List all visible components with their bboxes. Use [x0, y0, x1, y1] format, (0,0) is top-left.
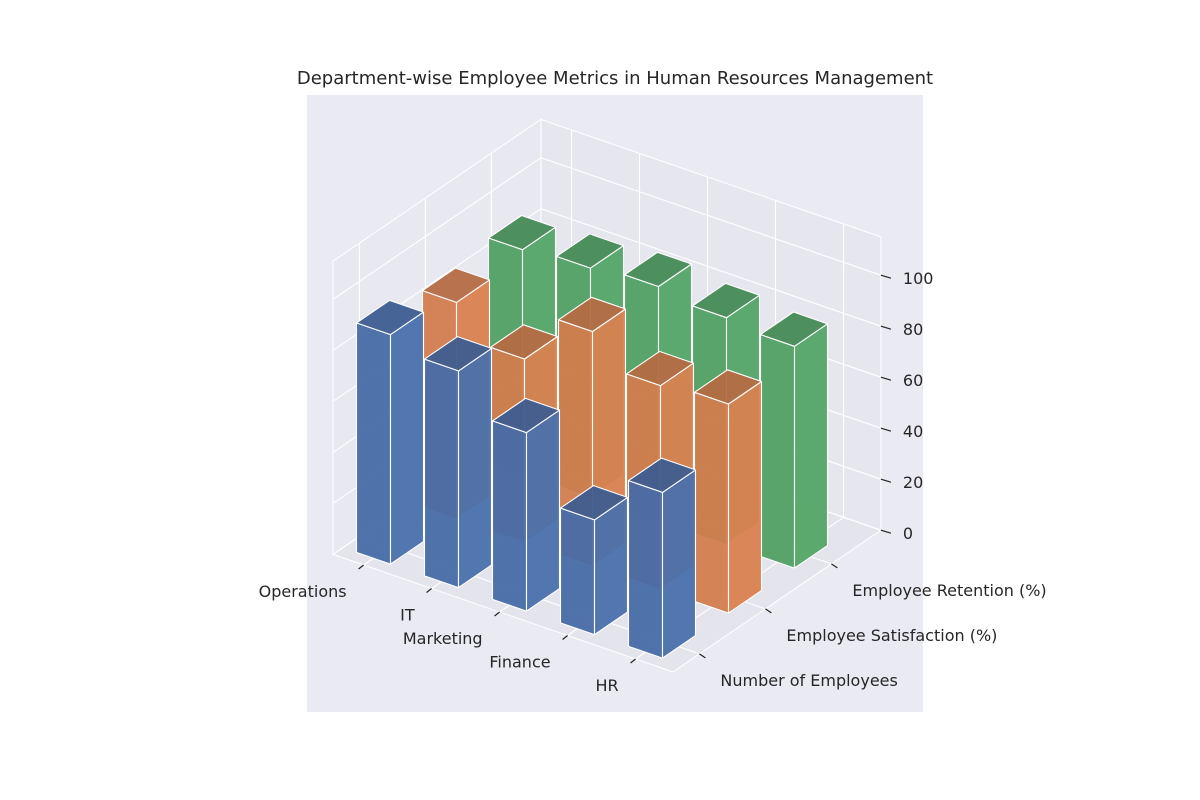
- bar-front-face: [423, 358, 460, 589]
- z-tick: [880, 427, 892, 432]
- bar-front-face: [491, 420, 528, 612]
- bar-front-face: [559, 507, 596, 636]
- bar-hr-2: [693, 369, 763, 614]
- bar-front-face: [627, 480, 664, 659]
- x-tick: [358, 564, 364, 570]
- x-tick-label: Marketing: [403, 629, 483, 648]
- z-tick-label: 60: [903, 371, 923, 390]
- bar-top-face: [625, 350, 695, 387]
- z-tick: [880, 274, 892, 279]
- x-tick-label: IT: [400, 606, 415, 625]
- bar-side-face: [593, 496, 629, 636]
- bar-top-face: [691, 282, 761, 319]
- z-tick: [880, 478, 892, 483]
- x-tick: [426, 588, 432, 593]
- z-tick: [880, 529, 892, 534]
- bar-side-face: [457, 347, 493, 589]
- bar-finance-1: [559, 485, 629, 636]
- bar-side-face: [793, 323, 829, 569]
- bar-top-face: [559, 485, 629, 521]
- z-tick: [880, 325, 892, 330]
- grid-line-x: [635, 224, 845, 660]
- grid-line-z: [332, 208, 882, 351]
- bar-hr-3: [759, 311, 829, 569]
- bar-front-face: [693, 391, 730, 614]
- bar-it-1: [423, 336, 493, 589]
- y-tick-label: Employee Satisfaction (%): [786, 626, 997, 645]
- bar-top-face: [421, 267, 491, 303]
- z-tick-label: 100: [903, 269, 934, 288]
- bars: [355, 214, 829, 659]
- bar-front-face: [355, 322, 392, 565]
- z-tick-label: 20: [903, 473, 923, 492]
- x-tick-label: Finance: [489, 653, 550, 672]
- grid-line-z: [332, 157, 882, 300]
- axis-ticks: Operations IT Marketing Finance HR Number of …: [259, 269, 1047, 695]
- bar-top-face: [489, 324, 559, 360]
- x-tick: [630, 658, 636, 664]
- y-tick-label: Employee Retention (%): [852, 581, 1046, 600]
- bar-top-face: [355, 299, 425, 336]
- bar-top-face: [627, 457, 697, 493]
- bar-side-face: [727, 380, 763, 614]
- y-tick: [831, 563, 838, 569]
- bar-top-face: [557, 296, 627, 333]
- y-tick-label: Number of Employees: [720, 671, 897, 690]
- bar-top-face: [423, 336, 493, 372]
- x-tick-label: HR: [595, 676, 618, 695]
- bar-side-face: [525, 409, 561, 612]
- bar-front-face: [759, 333, 796, 569]
- bar-operations-1: [355, 299, 425, 565]
- z-tick-label: 80: [903, 320, 923, 339]
- bar-top-face: [759, 311, 829, 347]
- y-tick: [765, 608, 772, 614]
- x-tick: [494, 611, 500, 617]
- bar-top-face: [693, 369, 763, 405]
- bar-top-face: [491, 397, 561, 434]
- x-tick: [562, 635, 568, 640]
- bar-side-face: [389, 311, 425, 565]
- bar-side-face: [661, 469, 697, 659]
- bar-top-face: [487, 214, 557, 251]
- z-tick: [880, 376, 892, 381]
- bar-top-face: [555, 233, 625, 269]
- z-tick-label: 40: [903, 422, 923, 441]
- chart-title: Department-wise Employee Metrics in Huma…: [296, 68, 934, 89]
- y-tick: [699, 653, 706, 659]
- bar-hr-1: [627, 457, 697, 659]
- z-tick-label: 0: [903, 524, 913, 543]
- x-tick-label: Operations: [259, 582, 347, 601]
- bar-top-face: [623, 251, 693, 288]
- bar-marketing-1: [491, 397, 561, 612]
